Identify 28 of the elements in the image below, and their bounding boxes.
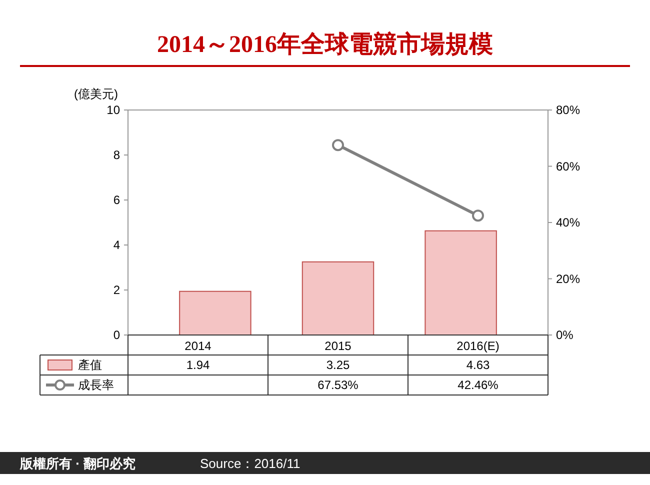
y-tick-label: 10 (106, 103, 120, 117)
y2-tick-label: 40% (556, 216, 580, 230)
y-axis-title: (億美元) (74, 87, 118, 101)
x-tick-label: 2014 (184, 339, 212, 353)
bar (424, 230, 497, 336)
y-tick-label: 4 (113, 238, 120, 252)
y-tick-label: 2 (113, 283, 120, 297)
data-label: 3.25 (326, 358, 350, 372)
legend-label: 成長率 (78, 378, 114, 392)
data-label: 42.46% (458, 378, 499, 392)
legend-label: 產值 (78, 358, 102, 372)
y2-tick-label: 20% (556, 272, 580, 286)
y-tick-label: 8 (113, 148, 120, 162)
text: 版權所有 · 翻印必究 (19, 456, 136, 471)
data-label: 4.63 (466, 358, 490, 372)
chart-title: 2014～2016年全球電競市場規模 (157, 31, 493, 58)
y2-tick-label: 0% (556, 328, 574, 342)
data-label: 1.94 (186, 358, 210, 372)
source-note: Source：2016/11 (200, 456, 300, 471)
y-tick-label: 6 (113, 193, 120, 207)
bar (179, 290, 252, 336)
data-label: 67.53% (318, 378, 359, 392)
y-tick-label: 0 (113, 328, 120, 342)
x-tick-label: 2015 (324, 339, 352, 353)
y2-tick-label: 60% (556, 159, 580, 174)
bar (302, 261, 374, 336)
y2-tick-label: 80% (556, 103, 580, 117)
x-tick-label: 2016(E) (456, 339, 500, 353)
